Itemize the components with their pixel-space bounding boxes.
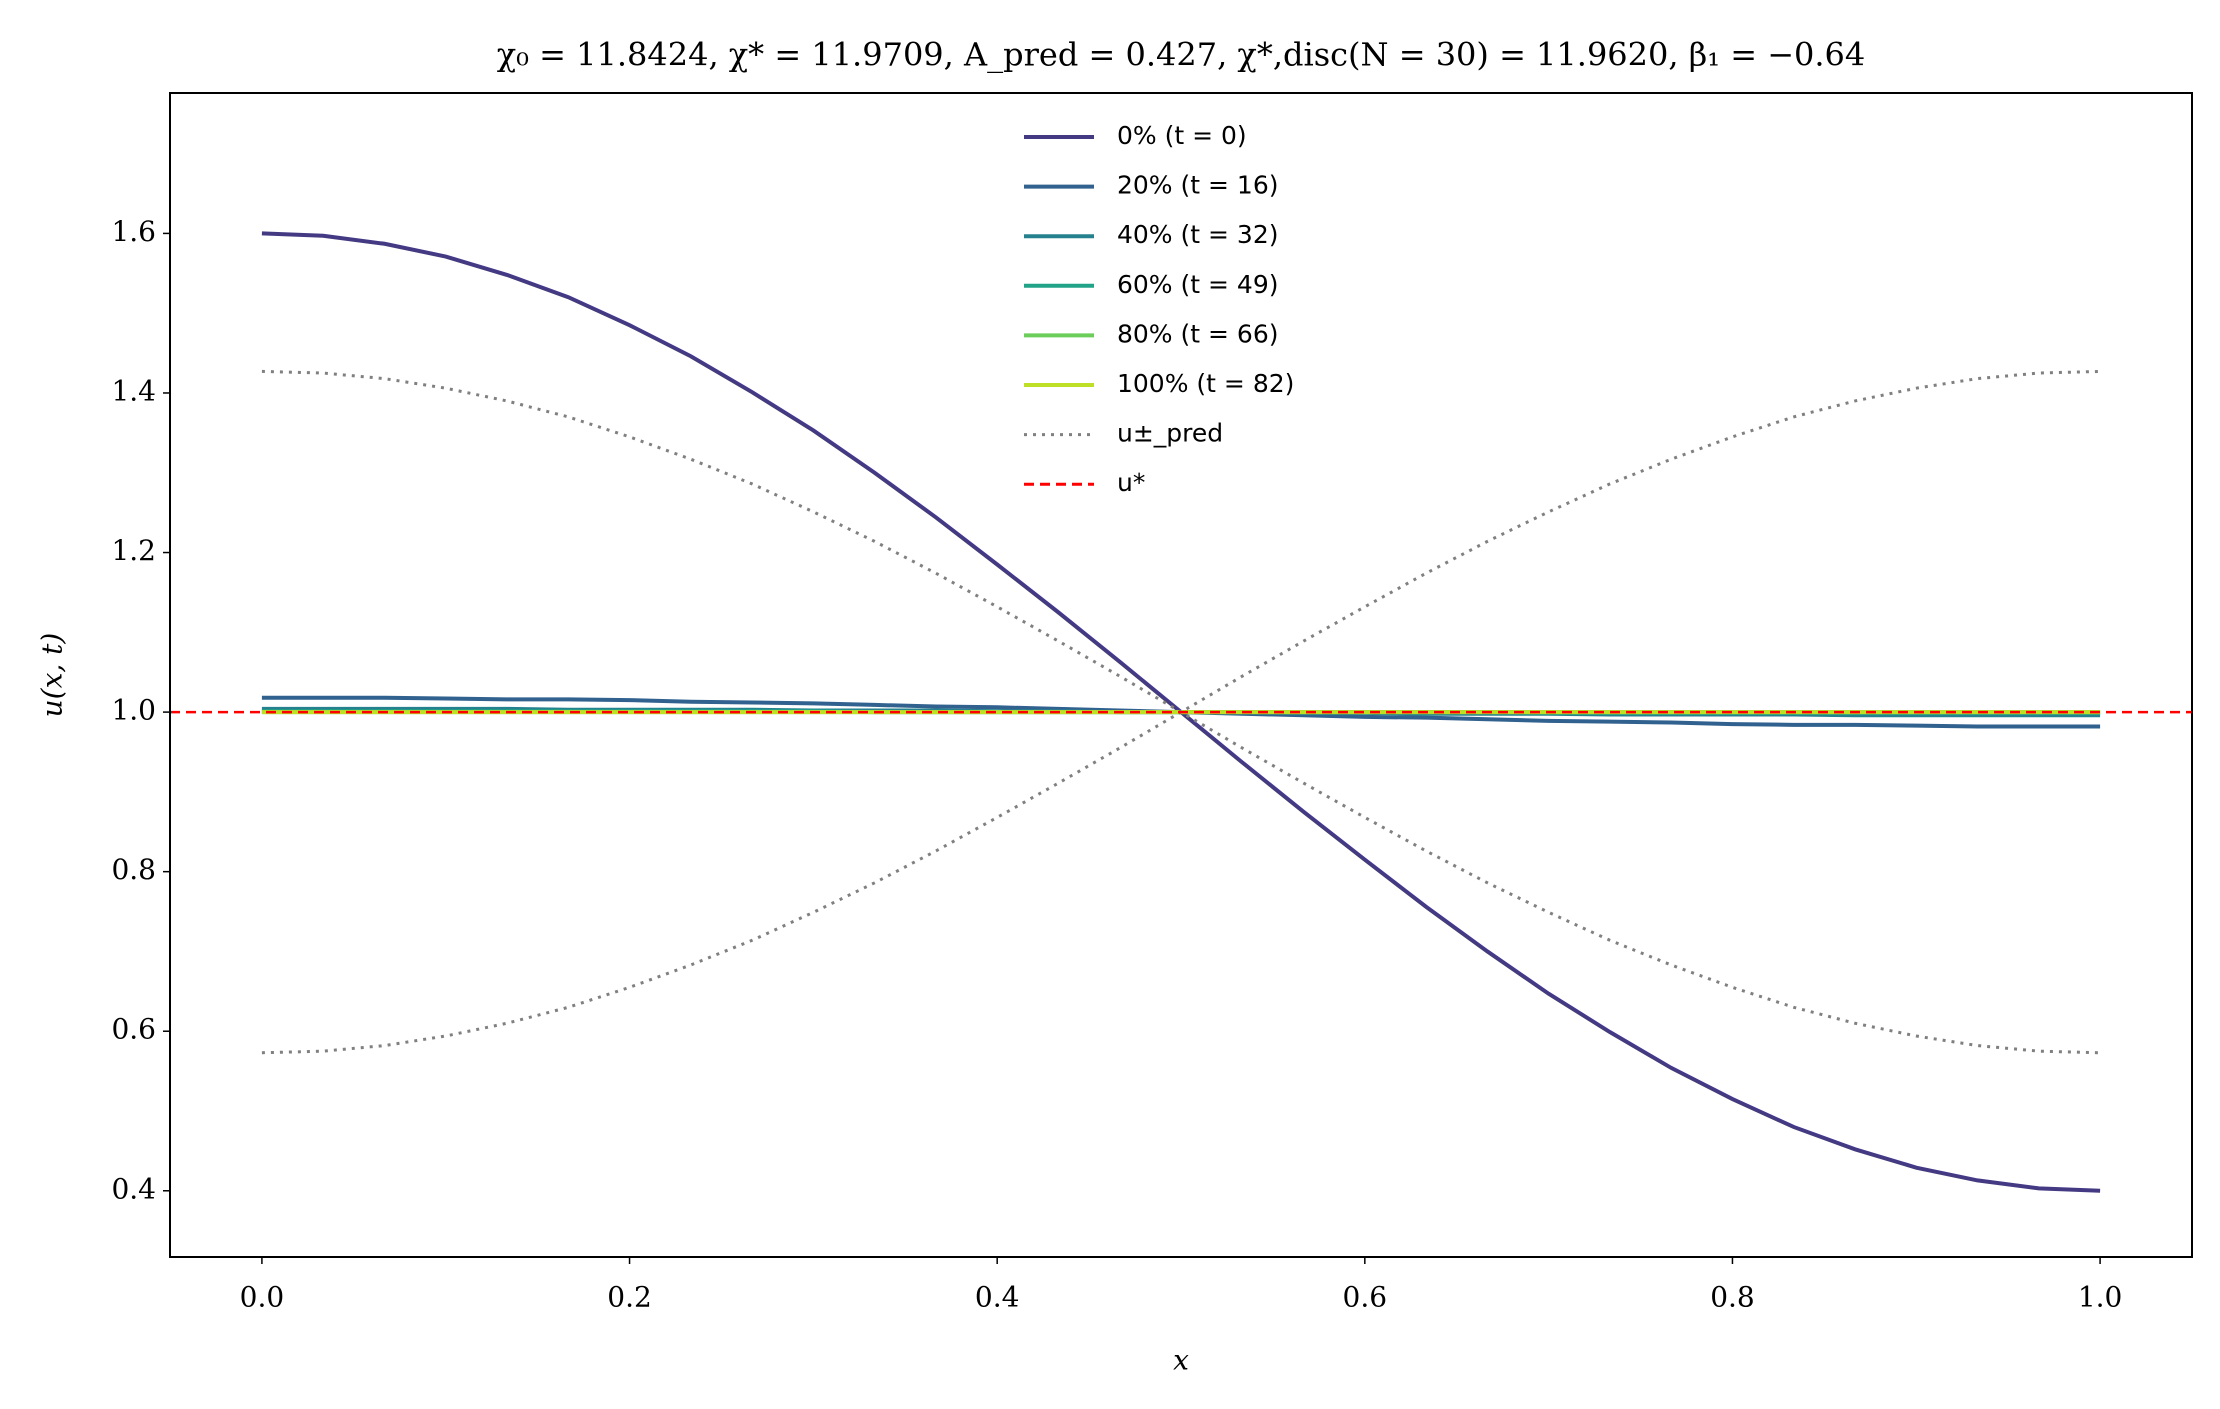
- y-axis-label: u(x, t): [36, 633, 69, 718]
- y-tick-label: 0.8: [111, 853, 156, 886]
- plot-area: [170, 231, 2192, 1193]
- x-tick-label: 0.8: [1710, 1281, 1755, 1314]
- legend-label: 80% (t = 66): [1117, 319, 1278, 348]
- legend-label: 20% (t = 16): [1117, 171, 1278, 200]
- x-axis-label: x: [1173, 1344, 1189, 1377]
- chart-title: χ₀ = 11.8424, χ* = 11.9709, A_pred = 0.4…: [497, 36, 1866, 74]
- legend-label: 0% (t = 0): [1117, 121, 1247, 150]
- y-tick-label: 1.4: [111, 374, 156, 407]
- legend-label: 40% (t = 32): [1117, 220, 1278, 249]
- y-tick-label: 1.0: [111, 694, 156, 727]
- x-tick-label: 0.4: [975, 1281, 1020, 1314]
- y-tick-label: 0.4: [111, 1172, 156, 1205]
- legend-label: 100% (t = 82): [1117, 369, 1294, 398]
- plot-frame: [169, 92, 2193, 1258]
- legend-label: 60% (t = 49): [1117, 270, 1278, 299]
- y-tick-label: 1.6: [111, 215, 156, 248]
- x-tick-label: 0.2: [607, 1281, 652, 1314]
- x-tick-label: 1.0: [2078, 1281, 2123, 1314]
- legend-label: u*: [1117, 468, 1145, 497]
- x-tick-label: 0.0: [240, 1281, 285, 1314]
- legend-label: u±_pred: [1117, 419, 1223, 448]
- y-tick-label: 0.6: [111, 1013, 156, 1046]
- x-tick-label: 0.6: [1343, 1281, 1388, 1314]
- y-tick-label: 1.2: [111, 534, 156, 567]
